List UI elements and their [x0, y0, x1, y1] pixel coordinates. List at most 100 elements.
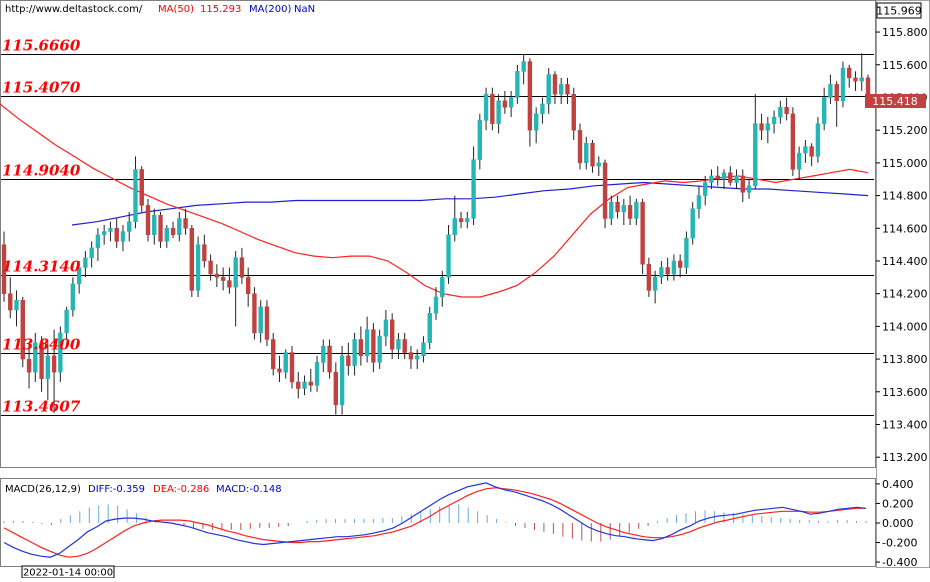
macd-tick-label: 0.000 — [882, 517, 914, 530]
candle — [703, 175, 708, 206]
candle-body — [703, 182, 708, 196]
candle-body — [665, 267, 670, 275]
candle — [659, 260, 664, 284]
candle — [252, 287, 257, 340]
candle-body — [433, 296, 439, 314]
candle-body — [465, 218, 470, 222]
candle — [465, 211, 470, 229]
candle-body — [58, 332, 63, 373]
candle — [258, 300, 263, 343]
macd-diff-legend: DIFF:-0.359 — [88, 484, 145, 495]
candle — [158, 211, 163, 248]
candle — [834, 81, 839, 127]
ma200-path — [71, 181, 869, 226]
candle-body — [771, 116, 777, 124]
candle — [621, 198, 627, 226]
candle-body — [471, 159, 476, 219]
candle-body — [427, 313, 432, 343]
candle — [540, 97, 545, 124]
candle-body — [690, 208, 695, 239]
candle-body — [114, 228, 119, 242]
candle — [796, 146, 802, 180]
candle — [14, 290, 19, 327]
macd-tick-label: -0.400 — [882, 556, 917, 569]
candle — [339, 346, 345, 415]
candle — [76, 260, 82, 294]
candle — [690, 202, 695, 245]
candle-body — [383, 319, 389, 337]
candle — [646, 257, 652, 297]
candle — [45, 342, 51, 400]
candle — [859, 53, 864, 91]
candle — [790, 107, 796, 176]
candle — [477, 113, 483, 170]
candle — [508, 90, 514, 118]
candle — [371, 323, 376, 373]
current-price-box — [876, 2, 922, 19]
candle — [208, 254, 213, 281]
candle-body — [734, 175, 739, 183]
candle-body — [440, 277, 445, 298]
candle-body — [577, 129, 583, 164]
candle — [590, 139, 595, 173]
candle — [634, 198, 639, 226]
candle — [546, 68, 551, 114]
candle — [20, 296, 25, 368]
candle-body — [684, 237, 689, 268]
candle — [296, 372, 301, 399]
candle-body — [296, 381, 301, 389]
candle-body — [634, 201, 639, 219]
candle-body — [158, 214, 163, 242]
time-label: 2022-01-14 00:00 — [23, 568, 113, 579]
last-price-label: 115.418 — [872, 95, 918, 108]
candle — [853, 71, 858, 91]
candle-body — [502, 100, 508, 108]
candle-body — [127, 221, 132, 232]
candle — [552, 71, 558, 105]
candle-body — [865, 77, 871, 95]
candle — [602, 159, 608, 229]
candle — [39, 336, 44, 392]
candle — [321, 339, 326, 373]
candle — [1, 231, 7, 302]
macd-title: MACD(26,12,9) — [5, 484, 81, 495]
candle — [746, 179, 752, 199]
candle-body — [314, 362, 320, 386]
candle-body — [677, 260, 683, 268]
candle — [527, 58, 533, 147]
price-tick-label: 114.200 — [882, 288, 928, 301]
candle-body — [627, 205, 633, 219]
candle-body — [95, 234, 101, 249]
level-label: 114.9040 — [2, 162, 81, 180]
candle-body — [227, 280, 232, 288]
candle — [496, 94, 501, 134]
candle — [840, 61, 846, 108]
candle-body — [220, 277, 226, 281]
candle — [364, 316, 370, 363]
candle — [615, 195, 620, 219]
candle-body — [408, 352, 414, 360]
candle-body — [277, 368, 282, 373]
candle — [771, 110, 777, 134]
candle — [26, 342, 32, 389]
candle-body — [596, 162, 601, 167]
candle-body — [584, 143, 589, 164]
candle — [352, 332, 357, 376]
candle-body — [421, 342, 426, 357]
candle-body — [477, 120, 483, 160]
candle — [89, 241, 94, 268]
macd-dea-line — [3, 487, 866, 558]
candle — [333, 362, 339, 415]
candle-body — [615, 201, 620, 213]
candle — [177, 211, 182, 242]
price-tick-label: 113.800 — [882, 353, 928, 366]
candle — [684, 231, 689, 275]
candle-body — [508, 97, 514, 108]
macd-panel: 0.400 0.200 0.000 -0.200 -0.400 — [3, 478, 917, 569]
candle-body — [233, 257, 238, 288]
ma50-legend-value: 115.293 — [200, 4, 241, 15]
candle-body — [803, 146, 808, 154]
candle — [245, 267, 251, 307]
candle-body — [327, 345, 332, 373]
